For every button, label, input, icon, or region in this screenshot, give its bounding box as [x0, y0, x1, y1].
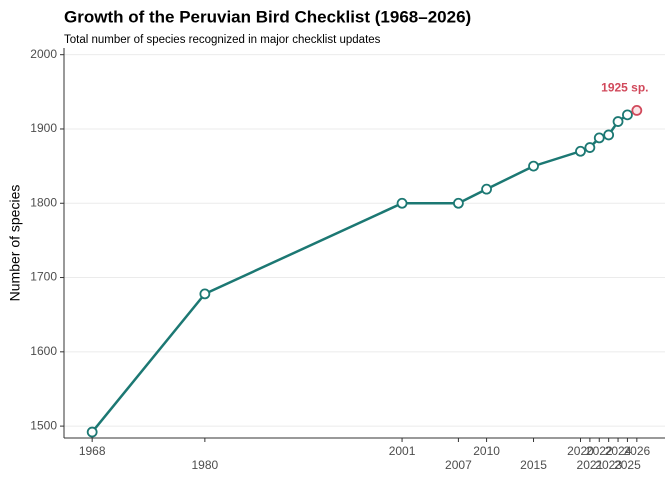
data-point: [453, 197, 464, 209]
x-tick-label: 2024: [605, 444, 632, 458]
data-point: [396, 197, 408, 209]
y-tick-label: 1500: [30, 418, 57, 432]
data-point: [528, 160, 539, 172]
y-tick-label: 2000: [30, 47, 57, 61]
x-tick-label: 2023: [595, 458, 622, 472]
x-tick-label: 2026: [623, 444, 650, 458]
data-point: [622, 109, 633, 121]
x-tick-label: 2020: [567, 444, 594, 458]
y-tick-label: 1900: [30, 121, 57, 135]
x-tick-label: 1968: [79, 444, 106, 458]
x-tick-label: 2022: [586, 444, 613, 458]
chart-subtitle: Total number of species recognized in ma…: [64, 34, 381, 46]
x-tick-label: 2025: [614, 458, 641, 472]
data-point: [612, 116, 624, 127]
y-axis-label: Number of species: [7, 185, 23, 302]
y-tick-label: 1600: [30, 344, 57, 358]
data-point: [481, 183, 492, 195]
data-point: [584, 142, 596, 153]
data-point: [575, 145, 586, 157]
data-point: [631, 105, 643, 116]
x-tick-label: 1980: [192, 458, 219, 472]
data-point: [86, 426, 98, 438]
annotation: 1925 sp.: [601, 81, 648, 95]
data-point: [593, 132, 605, 144]
x-tick-label: 2010: [473, 444, 500, 458]
x-tick-label: 2015: [520, 458, 547, 472]
data-point: [603, 129, 615, 141]
x-tick-label: 2007: [445, 458, 472, 472]
chart-title: Growth of the Peruvian Bird Checklist (1…: [64, 7, 471, 26]
x-tick-label: 2001: [389, 444, 416, 458]
series-line: [91, 109, 638, 433]
y-tick-label: 1800: [30, 195, 57, 209]
y-tick-label: 1700: [30, 270, 57, 284]
x-tick-label: 2021: [577, 458, 604, 472]
data-point: [199, 288, 211, 300]
